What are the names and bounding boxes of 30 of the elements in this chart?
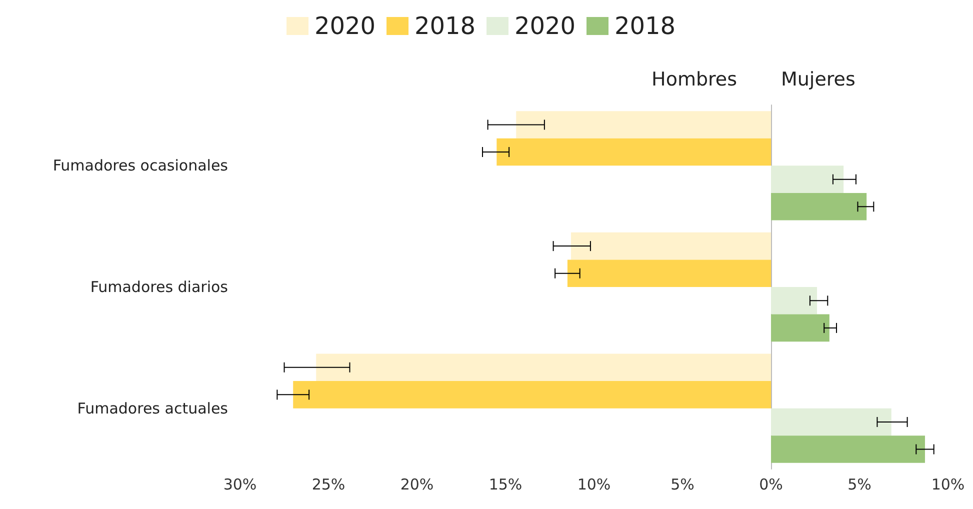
text: Mujeres [781,68,856,90]
bar [771,287,818,314]
text: Hombres [652,68,738,90]
x-tick-label: 10% [577,476,611,494]
bar [293,381,771,408]
x-tick-label: 10% [931,476,965,494]
x-tick-label: 15% [488,476,522,494]
bar [771,314,830,342]
x-tick-label: 5% [848,476,872,494]
bar [771,192,867,220]
x-tick-label: 30% [223,476,257,494]
bar [316,354,771,382]
bar [771,408,892,436]
y-tick-label: Fumadores actuales [77,399,228,418]
legend-label: 2020 [314,12,376,40]
bar [567,260,771,287]
y-tick-label: Fumadores diarios [90,278,228,296]
bar [570,232,771,260]
bar [771,166,844,193]
legend-label: 2018 [414,12,476,40]
bar [516,111,771,138]
bar [496,138,771,166]
x-tick-label: 25% [312,476,346,494]
x-tick-label: 0% [759,476,783,494]
x-tick-label: 20% [400,476,434,494]
y-tick-label: Fumadores ocasionales [52,156,228,175]
legend-label: 2020 [514,12,576,40]
bar [771,436,925,463]
legend-label: 2018 [614,12,676,40]
x-tick-label: 5% [670,476,694,494]
